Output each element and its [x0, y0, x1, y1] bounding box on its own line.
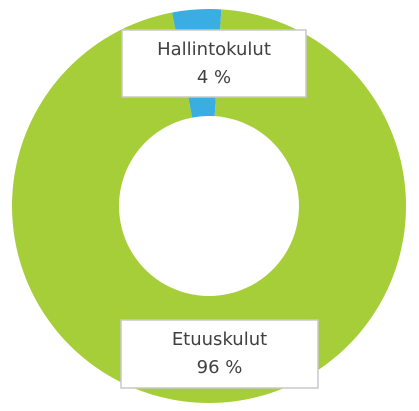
label-box	[120, 319, 319, 389]
slice-label: Etuuskulut	[172, 329, 267, 350]
slice-value: 4 %	[197, 67, 231, 88]
label-box	[121, 29, 307, 98]
slice-label: Hallintokulut	[157, 39, 271, 60]
slice	[11, 9, 407, 404]
slice-value: 96 %	[197, 357, 243, 378]
